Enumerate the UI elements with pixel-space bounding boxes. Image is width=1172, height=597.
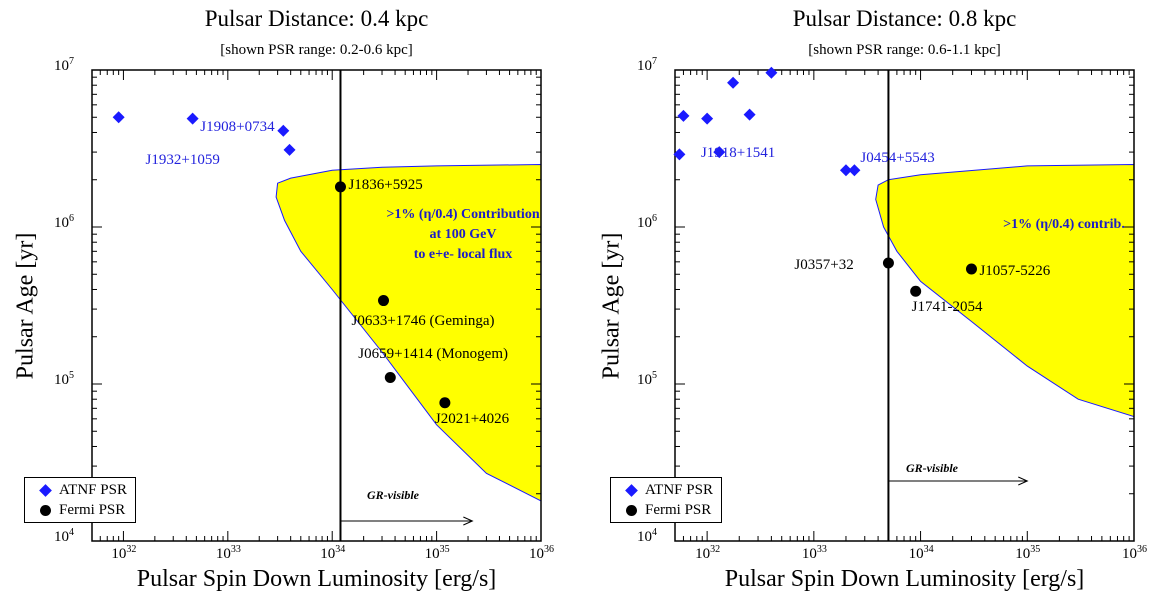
legend-label: ATNF PSR [645,481,713,498]
plot-area [673,66,1135,542]
legend-label: Fermi PSR [59,501,126,518]
chart-title: Pulsar Distance: 0.8 kpc [792,6,1017,31]
gr-visible-label: GR-visible [906,461,958,475]
fermi-pulsar-point [384,372,396,384]
point-label: J0659+1414 (Monogem) [358,345,508,362]
atnf-pulsar-point [765,66,778,79]
legend-swatch [625,504,637,516]
legend: ATNF PSR Fermi PSR [24,477,136,523]
point-label: J1908+0734 [200,118,275,135]
y-tick-label: 107 [54,56,74,74]
y-axis-label: Pulsar Age [yr] [598,232,625,379]
x-tick-label: 1033 [801,544,827,562]
x-tick-label: 1033 [215,544,241,562]
diamond-marker-icon [31,483,59,497]
y-axis-label: Pulsar Age [yr] [12,232,39,379]
atnf-pulsar-point [277,124,290,137]
atnf-pulsar-point [713,146,726,159]
legend-swatch [624,483,638,497]
point-label: J1741-2054 [911,299,983,316]
atnf-pulsar-point [839,164,852,177]
gr-visible-label: GR-visible [367,488,419,502]
atnf-pulsar-point [848,164,861,177]
legend-item: Fermi PSR [617,500,713,520]
y-tick-label: 107 [637,56,657,74]
point-label: J2021+4026 [434,410,510,427]
atnf-pulsar-point [727,76,740,89]
circle-marker-icon [617,504,645,516]
point-label: J0357+32 [794,256,854,273]
legend-item: ATNF PSR [617,480,713,500]
chart-title: Pulsar Distance: 0.4 kpc [204,6,429,31]
x-axis-label: Pulsar Spin Down Luminosity [erg/s] [724,566,1085,592]
fermi-pulsar-point [334,181,346,193]
x-tick-label: 1034 [320,544,346,562]
legend-label: ATNF PSR [59,481,127,498]
plot-area [91,69,542,542]
chart-subtitle: [shown PSR range: 0.2-0.6 kpc] [220,42,413,58]
x-tick-label: 1034 [908,544,934,562]
y-tick-label: 104 [637,527,657,545]
y-tick-label: 106 [637,213,657,231]
point-label: J1057-5226 [979,263,1051,279]
right-chart-panel: J1918+1541 J0454+5543 J0357+32 J1741-2054 J1… [586,0,1172,597]
fermi-pulsar-point [910,285,922,297]
arrow-head [1018,476,1029,486]
fermi-pulsar-point [965,263,977,275]
diamond-marker-icon [617,483,645,497]
fermi-pulsar-point [439,397,451,409]
legend-label: Fermi PSR [645,501,712,518]
atnf-pulsar-point [112,111,125,124]
atnf-pulsar-point [677,109,690,122]
contribution-annotation: >1% (η/0.4) contrib. [1003,217,1125,232]
x-tick-label: 1036 [529,544,554,562]
atnf-pulsar-point [701,112,714,125]
legend: ATNF PSR Fermi PSR [610,477,722,523]
x-tick-label: 1032 [111,544,137,562]
left-chart-panel: J1908+0734 J1932+1059 J1836+5925 J0633+1746… [12,6,555,592]
atnf-pulsar-point [743,108,756,121]
point-label: J1932+1059 [145,151,220,168]
contribution-region [275,163,542,502]
atnf-pulsar-point [673,148,686,161]
atnf-pulsar-point [283,143,296,156]
x-tick-label: 1032 [695,544,721,562]
contribution-annotation: >1% (η/0.4) Contribution at 100 GeV to e+e… [386,207,540,262]
arrow-head [463,516,474,526]
legend-swatch [38,483,52,497]
chart-subtitle: [shown PSR range: 0.6-1.1 kpc] [808,42,1001,58]
atnf-pulsar-point [186,112,199,125]
x-axis-label: Pulsar Spin Down Luminosity [erg/s] [136,566,497,592]
y-tick-label: 105 [637,370,657,388]
legend-item: ATNF PSR [31,480,127,500]
x-tick-label: 1036 [1122,544,1147,562]
point-label: J0633+1746 (Geminga) [351,312,495,329]
x-tick-label: 1035 [424,544,450,562]
point-label: J1918+1541 [700,145,776,162]
y-tick-label: 105 [54,370,74,388]
fermi-pulsar-point [378,295,390,307]
fermi-pulsar-point [882,257,894,269]
legend-item: Fermi PSR [31,500,127,520]
legend-swatch [39,504,51,516]
point-label: J0454+5543 [860,150,935,167]
point-label: J1836+5925 [348,176,423,193]
circle-marker-icon [31,504,59,516]
contribution-region [875,163,1135,418]
x-tick-label: 1035 [1015,544,1041,562]
y-tick-label: 106 [54,213,74,231]
y-tick-label: 104 [54,527,74,545]
